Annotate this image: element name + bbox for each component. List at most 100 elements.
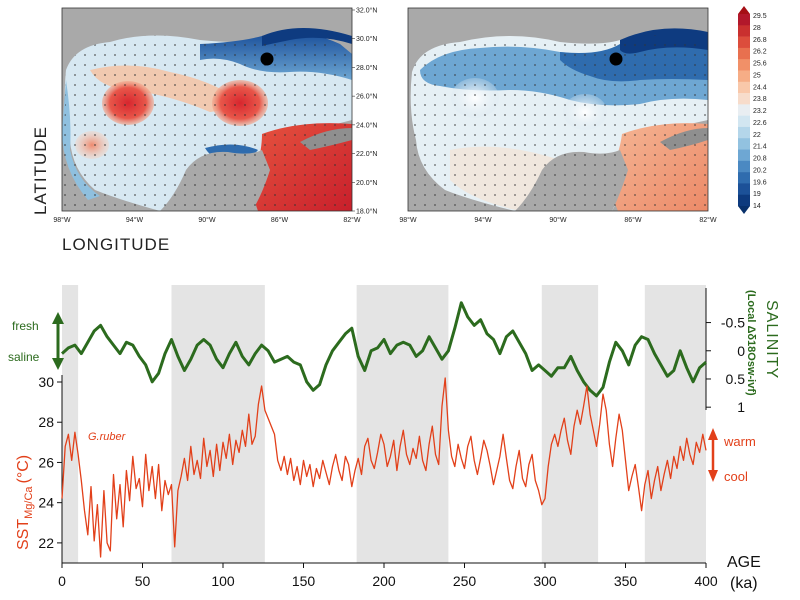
glacial-interval <box>62 285 79 563</box>
lat-tick: 20.0°N <box>356 179 377 187</box>
salinity-title: SALINITY <box>763 300 780 379</box>
age-label: AGE <box>727 554 761 571</box>
lat-tick: 18.0°N <box>356 208 377 216</box>
colorbar-tick: 20.8 <box>753 156 767 163</box>
lon-tick: 82°W <box>343 216 361 224</box>
colorbar-tick: 26.8 <box>753 37 767 44</box>
colorbar-tick: 20.2 <box>753 167 767 174</box>
glacial-interval <box>356 285 449 563</box>
colorbar-tick: 19.6 <box>753 179 767 186</box>
colorbar-tick: 29.5 <box>753 13 767 20</box>
lat-tick: 22.0°N <box>356 150 377 158</box>
colorbar-swatch <box>738 14 750 26</box>
map-right <box>408 8 708 211</box>
lat-tick: 26.0°N <box>356 93 377 101</box>
lat-tick: 24.0°N <box>356 121 377 129</box>
salinity-line <box>61 301 707 398</box>
lon-tick: 86°W <box>271 216 289 224</box>
series-label: G.ruber <box>88 431 127 443</box>
svg-text:SSTMg/Ca(°C): SSTMg/Ca (°C) <box>15 455 35 550</box>
colorbar-tick: 19 <box>753 191 761 198</box>
colorbar: 29.5 28 26.8 26.2 25.6 25 24.4 23.8 23.2 22.6 22 21… <box>738 6 767 214</box>
colorbar-swatch <box>738 126 750 139</box>
sst-title-unit: (°C) <box>15 455 32 484</box>
lat-tick: 32.0°N <box>356 7 377 15</box>
sst-tick: 26 <box>38 454 54 470</box>
colorbar-tick: 22.6 <box>753 120 767 127</box>
lon-tick: 94°W <box>126 216 144 224</box>
saline-label: saline <box>8 350 40 364</box>
colorbar-swatch <box>738 59 750 71</box>
colorbar-tick: 21.4 <box>753 144 767 151</box>
sst-title-main: SST <box>15 519 32 550</box>
salinity-tick: 0 <box>737 343 745 359</box>
colorbar-bottom-cap <box>738 206 750 214</box>
glacial-interval <box>644 285 706 563</box>
glacial-shading <box>62 285 706 563</box>
sst-line <box>61 377 707 558</box>
sst-tick: 24 <box>38 495 54 511</box>
colorbar-tick: 25.6 <box>753 61 767 68</box>
age-tick: 250 <box>453 573 477 589</box>
colorbar-swatch <box>738 115 750 128</box>
longitude-label: LONGITUDE <box>62 235 170 254</box>
colorbar-tick: 25 <box>753 72 761 79</box>
glacial-interval <box>541 285 599 563</box>
colorbar-tick: 23.2 <box>753 108 767 115</box>
age-tick: 350 <box>614 573 638 589</box>
salinity-tick: 0.5 <box>726 371 746 387</box>
salinity-axis: -0.5 0 0.5 1 <box>705 288 746 415</box>
age-tick: 400 <box>694 573 718 589</box>
age-tick: 0 <box>58 573 66 589</box>
sst-tick: 22 <box>38 535 54 551</box>
colorbar-swatch <box>738 25 750 37</box>
lon-tick: 82°W <box>699 216 717 224</box>
colorbar-tick: 22 <box>753 132 761 139</box>
colorbar-swatch <box>738 81 750 94</box>
salinity-tick: 1 <box>737 399 745 415</box>
colorbar-swatch <box>738 149 750 162</box>
colorbar-tick: 28 <box>753 25 761 32</box>
colorbar-swatch <box>738 70 750 83</box>
colorbar-swatch <box>738 36 750 49</box>
lon-tick: 98°W <box>53 216 71 224</box>
colorbar-swatch <box>738 93 750 105</box>
map-left <box>62 8 352 211</box>
lat-tick: 28.0°N <box>356 64 377 72</box>
colorbar-swatch <box>738 160 750 173</box>
sst-title: SSTMg/Ca (°C) <box>15 455 35 550</box>
warm-label: warm <box>723 434 756 449</box>
sst-tick: 28 <box>38 414 54 430</box>
map-ticks: 32.0°N 30.0°N 28.0°N 26.0°N 24.0°N 22.0°N 20.0… <box>53 7 717 225</box>
lon-tick: 98°W <box>399 216 417 224</box>
age-unit: (ka) <box>730 575 758 592</box>
colorbar-swatch <box>738 172 750 184</box>
colorbar-swatch <box>738 138 750 150</box>
age-tick: 100 <box>211 573 235 589</box>
colorbar-tick: 24.4 <box>753 84 767 91</box>
lon-tick: 86°W <box>624 216 642 224</box>
salinity-tick: -0.5 <box>721 315 745 331</box>
sst-axis: 22 24 26 28 30 <box>38 374 63 563</box>
age-tick: 150 <box>292 573 316 589</box>
fresh-saline-arrow <box>52 312 64 370</box>
lon-tick: 90°W <box>549 216 567 224</box>
latitude-label: LATITUDE <box>31 126 50 215</box>
age-tick: 50 <box>135 573 151 589</box>
colorbar-tick: 23.8 <box>753 96 767 103</box>
colorbar-swatch <box>738 104 750 116</box>
sst-title-sub: Mg/Ca <box>23 486 35 519</box>
colorbar-tick: 14 <box>753 203 761 210</box>
sst-tick: 30 <box>38 374 54 390</box>
colorbar-tick: 26.2 <box>753 49 767 56</box>
age-axis: 0 50 100 150 200 250 300 350 400 <box>58 562 718 589</box>
salinity-subtitle: (Local Δδ18Osw-ivf) <box>745 290 757 396</box>
colorbar-swatch <box>738 194 750 207</box>
lon-tick: 90°W <box>198 216 216 224</box>
age-tick: 200 <box>372 573 396 589</box>
age-tick: 300 <box>533 573 557 589</box>
colorbar-swatch <box>738 183 750 196</box>
lat-tick: 30.0°N <box>356 35 377 43</box>
fresh-label: fresh <box>12 319 39 333</box>
